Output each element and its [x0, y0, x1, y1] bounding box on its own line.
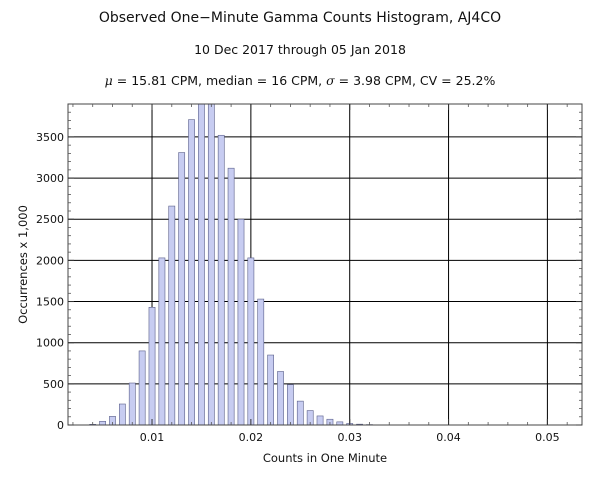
y-axis-label: Occurrences x 1,000: [16, 205, 30, 324]
histogram-bars: [89, 103, 383, 426]
histogram-bar: [247, 257, 255, 426]
x-tick-labels: 0.01 0.02 0.03 0.04 0.05: [140, 431, 560, 444]
histogram-bar: [207, 103, 215, 426]
y-tick-label: 0: [57, 419, 64, 432]
y-tick-label: 1500: [36, 296, 64, 309]
x-tick-label: 0.03: [337, 431, 362, 444]
histogram-bar: [267, 354, 274, 426]
histogram-bar: [237, 218, 245, 426]
histogram-bar: [188, 119, 195, 426]
x-tick-label: 0.05: [535, 431, 560, 444]
histogram-bar: [277, 371, 284, 426]
y-tick-label: 2500: [36, 213, 64, 226]
mu-symbol: μ: [104, 73, 113, 88]
histogram-bar: [287, 384, 294, 426]
histogram-bar: [119, 403, 126, 426]
chart-subtitle-dates: 10 Dec 2017 through 05 Jan 2018: [194, 42, 406, 57]
histogram-bar: [198, 103, 205, 426]
histogram-bar: [168, 205, 176, 426]
y-tick-labels: 0 500 1000 1500 2000 2500 3000 3500: [36, 131, 64, 432]
histogram-bar: [296, 400, 304, 426]
y-tick-label: 500: [43, 378, 64, 391]
x-tick-label: 0.02: [239, 431, 264, 444]
x-tick-label: 0.04: [436, 431, 461, 444]
axis-ticks: [68, 104, 582, 426]
y-tick-label: 3500: [36, 131, 64, 144]
y-tick-label: 1000: [36, 337, 64, 350]
grid-lines: [68, 104, 582, 425]
histogram-bar: [217, 134, 225, 426]
sigma-symbol: σ: [326, 73, 335, 88]
histogram-bar: [148, 306, 156, 426]
histogram-bar: [128, 382, 136, 426]
histogram-bar: [99, 420, 106, 426]
plot-frame: [67, 103, 583, 426]
x-tick-label: 0.01: [140, 431, 165, 444]
mu-stats-text: = 15.81 CPM, median = 16 CPM,: [112, 73, 327, 88]
histogram-bar: [316, 415, 324, 426]
histogram-bar: [227, 167, 235, 426]
y-tick-label: 2000: [36, 254, 64, 267]
histogram-bar: [158, 257, 166, 426]
y-tick-label: 3000: [36, 172, 64, 185]
x-axis-label: Counts in One Minute: [263, 451, 387, 465]
sigma-stats-text: = 3.98 CPM, CV = 25.2%: [334, 73, 496, 88]
chart-title: Observed One−Minute Gamma Counts Histogr…: [98, 10, 502, 26]
histogram-bar: [178, 152, 186, 426]
chart-subtitle-stats: μ = 15.81 CPM, median = 16 CPM, σ = 3.98…: [0, 73, 600, 88]
histogram-bar: [138, 350, 146, 426]
histogram-bar: [257, 298, 265, 426]
